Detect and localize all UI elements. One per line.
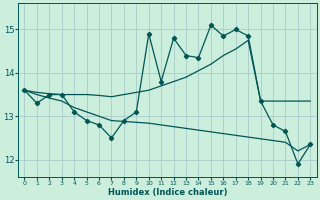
X-axis label: Humidex (Indice chaleur): Humidex (Indice chaleur): [108, 188, 227, 197]
